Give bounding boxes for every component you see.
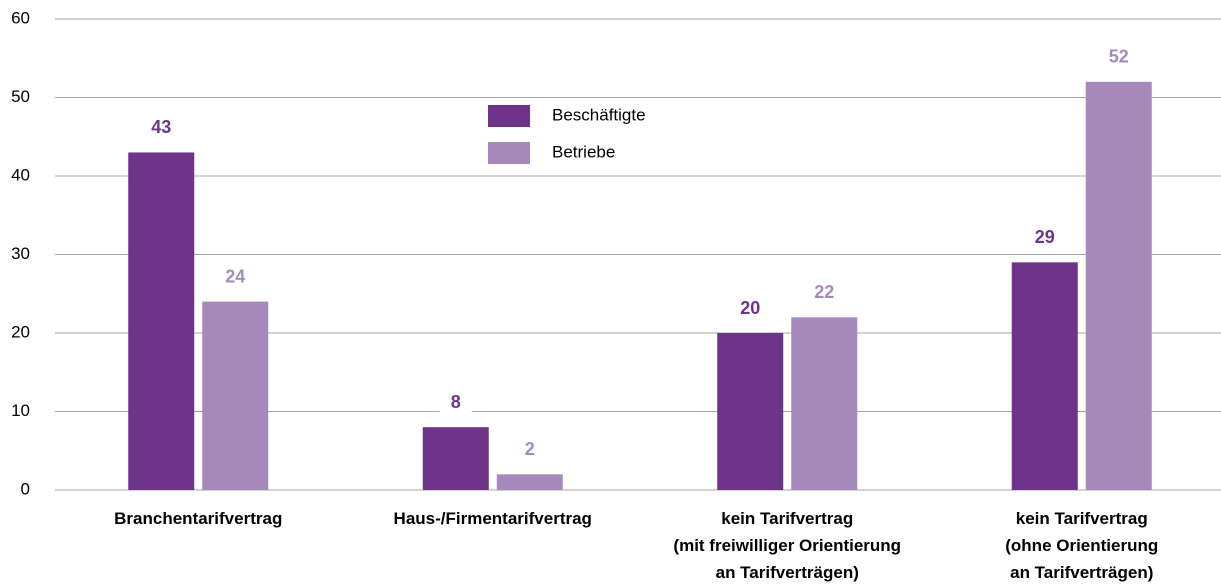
value-label-bg <box>734 295 767 323</box>
x-tick-label-line: kein Tarifvertrag <box>721 509 853 528</box>
value-label-bg <box>439 389 472 418</box>
y-tick-label: 40 <box>11 165 30 184</box>
value-label: 2 <box>525 439 535 459</box>
legend-label: Betriebe <box>552 142 615 161</box>
value-label-bg <box>808 279 841 308</box>
x-tick-label: kein Tarifvertrag (mit freiwilliger Orien… <box>673 509 901 582</box>
value-label: 29 <box>1035 227 1055 247</box>
bar <box>128 152 195 490</box>
bar <box>1085 81 1152 491</box>
y-tick-label: 60 <box>11 8 30 27</box>
y-tick-label: 50 <box>11 87 30 106</box>
bar <box>791 317 858 490</box>
x-tick-label-line: kein Tarifvertrag <box>1016 509 1148 528</box>
value-label: 20 <box>740 298 760 318</box>
value-label-bg <box>1028 224 1061 253</box>
bar <box>496 474 563 490</box>
bar <box>717 333 784 490</box>
x-tick-label-line: an Tarifverträgen) <box>716 563 859 582</box>
value-label: 8 <box>451 392 461 412</box>
x-tick-label-line: (mit freiwilliger Orientierung <box>673 536 901 555</box>
value-label-bg <box>145 114 178 143</box>
x-tick-label-line: Haus-/Firmentarifvertrag <box>394 509 592 528</box>
bar <box>202 301 269 490</box>
value-label: 43 <box>151 117 171 137</box>
y-tick-label: 30 <box>11 244 30 263</box>
value-label: 24 <box>225 266 245 286</box>
x-tick-label: kein Tarifvertrag (ohne Orientierung an Ta… <box>1005 509 1158 582</box>
x-tick-label-line: Branchentarifvertrag <box>114 509 282 528</box>
legend-swatch <box>488 142 530 164</box>
y-tick-label: 0 <box>21 479 30 498</box>
legend-swatch <box>488 105 530 127</box>
x-tick-label-line: an Tarifverträgen) <box>1010 563 1153 582</box>
bar <box>422 427 489 490</box>
x-tick-label: Haus-/Firmentarifvertrag <box>394 509 592 528</box>
x-tick-label: Branchentarifvertrag <box>114 509 282 528</box>
value-label: 52 <box>1109 47 1129 67</box>
y-tick-label: 10 <box>11 401 30 420</box>
value-label: 22 <box>814 282 834 302</box>
x-tick-label-line: (ohne Orientierung <box>1005 536 1158 555</box>
legend-label: Beschäftigte <box>552 105 646 124</box>
value-label-bg <box>219 263 252 292</box>
bar <box>1011 262 1078 490</box>
value-label-bg <box>1102 43 1135 72</box>
y-tick-label: 20 <box>11 322 30 341</box>
value-label-bg <box>513 436 546 465</box>
